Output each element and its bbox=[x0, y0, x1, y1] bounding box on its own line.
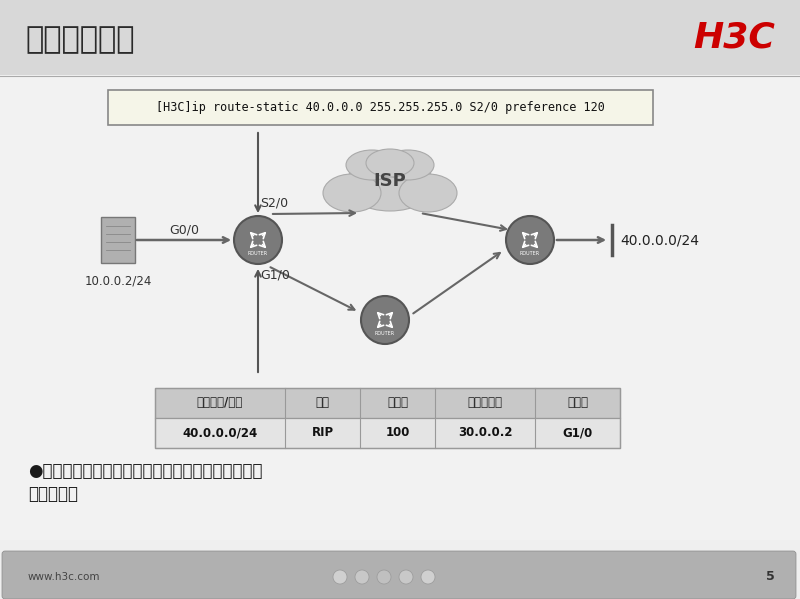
Text: 40.0.0.0/24: 40.0.0.0/24 bbox=[620, 233, 699, 247]
Text: 来源: 来源 bbox=[315, 397, 330, 410]
Circle shape bbox=[377, 570, 391, 584]
Text: ROUTER: ROUTER bbox=[375, 331, 395, 335]
Ellipse shape bbox=[382, 150, 434, 180]
Circle shape bbox=[333, 570, 347, 584]
Text: 出接口: 出接口 bbox=[567, 397, 588, 410]
Text: G0/0: G0/0 bbox=[169, 223, 199, 237]
Text: 动静态路由: 动静态路由 bbox=[28, 485, 78, 503]
Text: ●配置的备份静态路由优先级小于当前路由，称为浮: ●配置的备份静态路由优先级小于当前路由，称为浮 bbox=[28, 462, 262, 480]
Ellipse shape bbox=[323, 174, 381, 212]
Text: 优先级: 优先级 bbox=[387, 397, 408, 410]
Text: G1/0: G1/0 bbox=[260, 268, 290, 281]
Ellipse shape bbox=[345, 159, 435, 211]
Bar bbox=[155, 418, 620, 448]
Circle shape bbox=[361, 296, 409, 344]
Circle shape bbox=[506, 216, 554, 264]
Circle shape bbox=[355, 570, 369, 584]
FancyBboxPatch shape bbox=[101, 217, 135, 263]
Ellipse shape bbox=[366, 149, 414, 177]
Ellipse shape bbox=[399, 174, 457, 212]
Text: 100: 100 bbox=[386, 426, 410, 440]
Circle shape bbox=[399, 570, 413, 584]
Text: ROUTER: ROUTER bbox=[248, 251, 268, 256]
Text: S2/0: S2/0 bbox=[260, 197, 288, 210]
Text: 目的地址/掩码: 目的地址/掩码 bbox=[197, 397, 243, 410]
Text: 10.0.0.2/24: 10.0.0.2/24 bbox=[84, 275, 152, 288]
Bar bbox=[155, 388, 620, 448]
Text: 下一跳地址: 下一跳地址 bbox=[467, 397, 502, 410]
Text: ROUTER: ROUTER bbox=[520, 251, 540, 256]
FancyBboxPatch shape bbox=[2, 551, 796, 599]
Text: 5: 5 bbox=[766, 570, 775, 583]
Text: RIP: RIP bbox=[311, 426, 334, 440]
Text: ISP: ISP bbox=[374, 172, 406, 190]
Ellipse shape bbox=[346, 150, 398, 180]
Bar bbox=[0, 75, 800, 540]
Text: www.h3c.com: www.h3c.com bbox=[28, 572, 101, 582]
FancyBboxPatch shape bbox=[108, 90, 653, 125]
Text: H3C: H3C bbox=[693, 21, 775, 55]
Text: 30.0.0.2: 30.0.0.2 bbox=[458, 426, 512, 440]
Text: 浮动静态路由: 浮动静态路由 bbox=[25, 26, 134, 55]
Bar bbox=[155, 388, 620, 418]
Text: [H3C]ip route-static 40.0.0.0 255.255.255.0 S2/0 preference 120: [H3C]ip route-static 40.0.0.0 255.255.25… bbox=[156, 101, 605, 114]
Circle shape bbox=[234, 216, 282, 264]
Bar bbox=[0, 0, 800, 75]
Text: G1/0: G1/0 bbox=[562, 426, 593, 440]
Text: 40.0.0.0/24: 40.0.0.0/24 bbox=[182, 426, 258, 440]
Circle shape bbox=[421, 570, 435, 584]
